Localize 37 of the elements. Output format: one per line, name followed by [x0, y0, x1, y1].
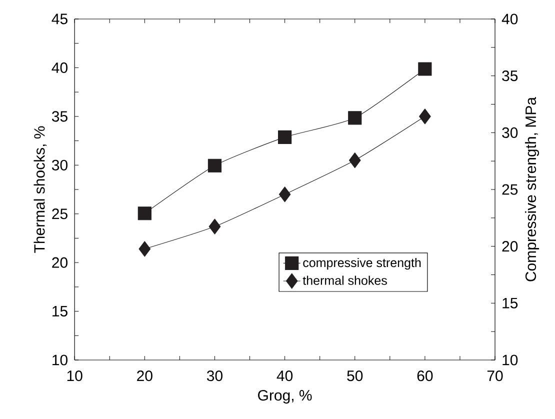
point [278, 186, 291, 202]
point [138, 206, 152, 220]
x-axis-title: Grog, % [258, 390, 312, 404]
y-axis-title: Thermal shocks, % [34, 126, 47, 253]
y-tick-label: 15 [52, 306, 68, 317]
x-tick-label: 20 [137, 370, 152, 382]
legend-label: thermal shokes [302, 276, 387, 285]
y2-axis-title: Compressive strength, MPa [525, 96, 540, 282]
point [419, 108, 431, 124]
y2-tick-label: 25 [502, 184, 518, 195]
point [418, 62, 432, 76]
x-tick-label: 70 [487, 370, 503, 382]
y2-tick-label: 40 [502, 14, 518, 24]
y2-tick-label: 15 [502, 298, 518, 308]
y-tick-label: 30 [52, 160, 68, 170]
y2-tick-label: 20 [502, 241, 518, 252]
point [348, 111, 362, 125]
y-tick-label: 10 [52, 354, 68, 366]
y-tick-label: 35 [52, 111, 68, 122]
y2-tick-label: 35 [502, 70, 518, 82]
x-tick-label: 30 [206, 370, 222, 382]
point [138, 241, 151, 257]
x-tick-label: 60 [417, 370, 433, 382]
point [278, 130, 292, 144]
y2-tick-label: 30 [502, 127, 518, 138]
x-tick-label: 50 [347, 370, 363, 382]
y-tick-label: 45 [52, 14, 68, 24]
legend-label: compressive strength [303, 258, 421, 270]
x-tick-label: 40 [276, 370, 293, 382]
point [348, 152, 361, 168]
point [208, 158, 222, 172]
y2-tick-label: 10 [502, 354, 518, 366]
point [208, 218, 221, 234]
y-tick-label: 40 [52, 62, 68, 74]
x-tick-label: 10 [67, 370, 82, 382]
y-tick-label: 25 [52, 208, 68, 220]
y-tick-label: 20 [52, 257, 68, 268]
